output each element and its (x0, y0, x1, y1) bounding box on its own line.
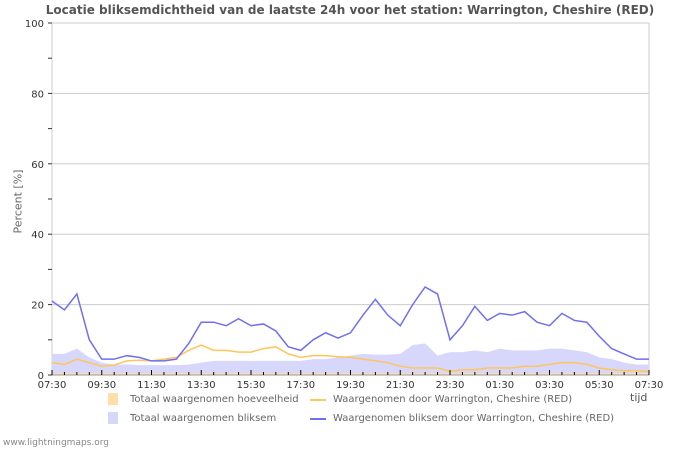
svg-text:19:30: 19:30 (336, 380, 365, 391)
svg-text:03:30: 03:30 (535, 380, 564, 391)
line-series (51, 286, 650, 373)
svg-text:13:30: 13:30 (187, 380, 216, 391)
svg-text:60: 60 (31, 160, 44, 171)
svg-text:07:30: 07:30 (635, 380, 664, 391)
axes: 0 20 40 60 80 100 07:30 09:30 11:30 13:30 15:30 17:… (25, 19, 664, 391)
legend-label-total-lightning: Totaal waargenomen bliksem (130, 413, 277, 424)
legend-line-station-amount (310, 399, 326, 401)
svg-text:09:30: 09:30 (87, 380, 116, 391)
svg-text:11:30: 11:30 (137, 380, 166, 391)
gridlines (51, 22, 650, 376)
y-axis-label: Percent [%] (11, 169, 25, 234)
svg-text:23:30: 23:30 (436, 380, 465, 391)
svg-text:80: 80 (31, 89, 44, 100)
svg-text:01:30: 01:30 (485, 380, 514, 391)
legend-line-station-lightning (310, 418, 326, 420)
legend-label-total-amount: Totaal waargenomen hoeveelheid (130, 394, 299, 405)
x-axis-label: tijd (630, 391, 648, 404)
svg-text:20: 20 (31, 301, 44, 312)
svg-text:15:30: 15:30 (237, 380, 266, 391)
svg-text:40: 40 (31, 230, 44, 241)
legend-swatch-total-amount (108, 393, 118, 405)
svg-text:100: 100 (25, 19, 44, 30)
legend-swatch-total-lightning (108, 412, 118, 424)
svg-text:21:30: 21:30 (386, 380, 415, 391)
svg-text:07:30: 07:30 (38, 380, 67, 391)
footer-link[interactable]: www.lightningmaps.org (3, 438, 109, 448)
legend-label-station-lightning: Waargenomen bliksem door Warrington, Che… (333, 413, 615, 424)
chart-title: Locatie bliksemdichtheid van de laatste … (45, 3, 655, 17)
legend-label-station-amount: Waargenomen door Warrington, Cheshire (R… (333, 394, 573, 405)
svg-text:0: 0 (38, 371, 44, 382)
svg-text:05:30: 05:30 (585, 380, 614, 391)
svg-text:17:30: 17:30 (286, 380, 315, 391)
